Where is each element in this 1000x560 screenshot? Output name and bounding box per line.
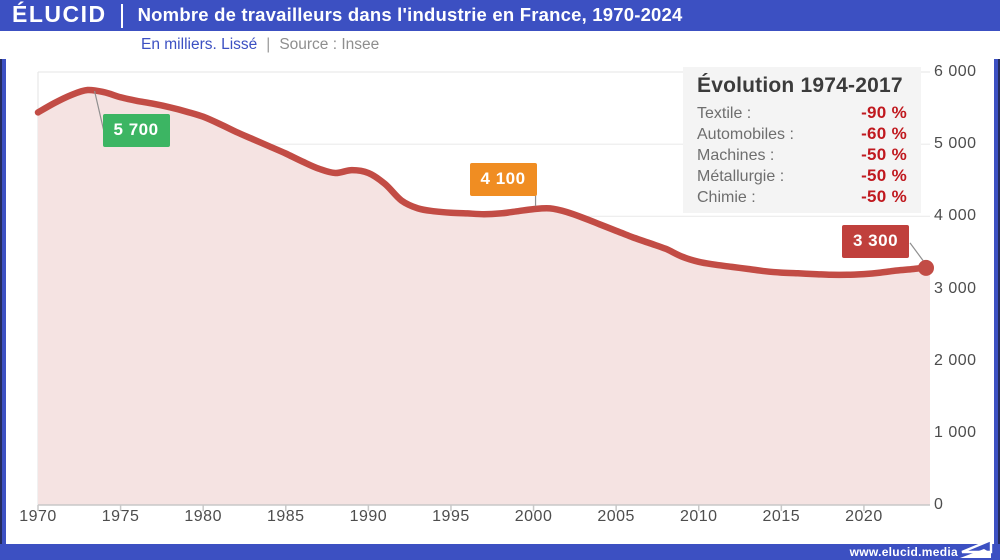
x-tick-label: 2020 xyxy=(845,508,883,525)
subtitle-bar: En milliers. Lissé | Source : Insee xyxy=(0,31,1000,59)
y-tick-label: 4 000 xyxy=(934,207,977,225)
x-tick-label: 1975 xyxy=(101,508,140,525)
chart-title: Nombre de travailleurs dans l'industrie … xyxy=(137,4,683,25)
x-tick-label: 1990 xyxy=(349,508,388,525)
x-tick-label: 2010 xyxy=(679,508,718,525)
panel-row: Chimie : -50 % xyxy=(697,187,907,208)
sector-label: Machines : xyxy=(697,147,775,164)
y-tick-label: 6 000 xyxy=(934,63,977,80)
header-divider xyxy=(120,3,123,28)
y-tick-label: 5 000 xyxy=(934,135,977,153)
evolution-panel: Évolution 1974-2017 Textile : -90 % Automo… xyxy=(683,67,921,213)
x-tick-label: 2005 xyxy=(597,508,635,525)
panel-row: Textile : -90 % xyxy=(697,103,907,124)
x-tick-label: 1995 xyxy=(432,508,470,525)
x-tick-label: 2000 xyxy=(514,508,553,525)
x-tick-label: 2015 xyxy=(762,508,801,525)
subtitle-separator: | xyxy=(266,36,271,53)
panel-row: Machines : -50 % xyxy=(697,145,907,166)
y-tick-label: 0 xyxy=(934,496,944,513)
y-tick-label: 2 000 xyxy=(934,351,977,369)
panel-title: Évolution 1974-2017 xyxy=(697,74,903,97)
sector-change-value: -50 % xyxy=(861,166,907,185)
panel-row: Métallurgie : -50 % xyxy=(697,166,907,187)
sector-label: Automobiles : xyxy=(697,126,794,143)
x-tick-label: 1970 xyxy=(19,508,57,525)
sector-change-value: -50 % xyxy=(861,145,907,164)
x-tick-label: 1985 xyxy=(266,508,305,525)
elucid-mark-icon xyxy=(960,538,993,558)
sector-label: Chimie : xyxy=(697,189,756,206)
x-tick-label: 1980 xyxy=(184,508,222,525)
sector-label: Métallurgie : xyxy=(697,168,785,185)
panel-row: Automobiles : -60 % xyxy=(697,124,907,145)
sector-label: Textile : xyxy=(697,105,752,122)
y-tick-label: 3 000 xyxy=(934,279,977,297)
unit-label: En milliers. Lissé xyxy=(141,36,258,53)
sector-change-value: -60 % xyxy=(861,124,907,143)
value-badge: 4 100 xyxy=(469,163,537,197)
y-tick-label: 1 000 xyxy=(934,423,977,441)
value-badge: 5 700 xyxy=(102,114,170,148)
footer-url[interactable]: www.elucid.media xyxy=(849,545,958,559)
value-badge: 3 300 xyxy=(842,224,910,258)
panel-rows: Textile : -90 % Automobiles : -60 % Machines… xyxy=(697,103,907,208)
sector-change-value: -90 % xyxy=(861,103,907,122)
sector-change-value: -50 % xyxy=(861,187,907,206)
elucid-logo: ÉLUCID xyxy=(12,1,107,27)
footer-bar: www.elucid.media xyxy=(0,544,1000,560)
source-label: Source : Insee xyxy=(279,36,380,53)
header-bar: ÉLUCID Nombre de travailleurs dans l'ind… xyxy=(0,0,1000,31)
